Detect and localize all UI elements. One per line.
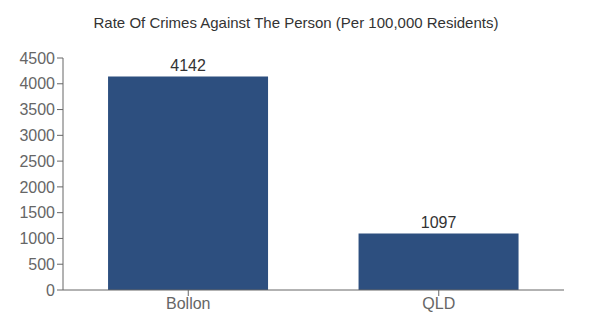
- svg-text:4000: 4000: [19, 75, 55, 92]
- svg-text:3000: 3000: [19, 127, 55, 144]
- svg-text:3500: 3500: [19, 101, 55, 118]
- svg-text:4500: 4500: [19, 50, 55, 67]
- svg-text:0: 0: [46, 282, 55, 299]
- svg-text:2500: 2500: [19, 153, 55, 170]
- svg-text:Bollon: Bollon: [166, 295, 210, 312]
- svg-text:2000: 2000: [19, 179, 55, 196]
- svg-text:1500: 1500: [19, 204, 55, 221]
- svg-text:500: 500: [28, 256, 55, 273]
- svg-text:4142: 4142: [170, 57, 206, 74]
- html-text:Rate Of Crimes Against The Per: Rate Of Crimes Against The Person (Per 1…: [93, 14, 499, 31]
- svg-text:1000: 1000: [19, 230, 55, 247]
- svg-text:1097: 1097: [421, 214, 457, 231]
- svg-text:QLD: QLD: [422, 295, 455, 312]
